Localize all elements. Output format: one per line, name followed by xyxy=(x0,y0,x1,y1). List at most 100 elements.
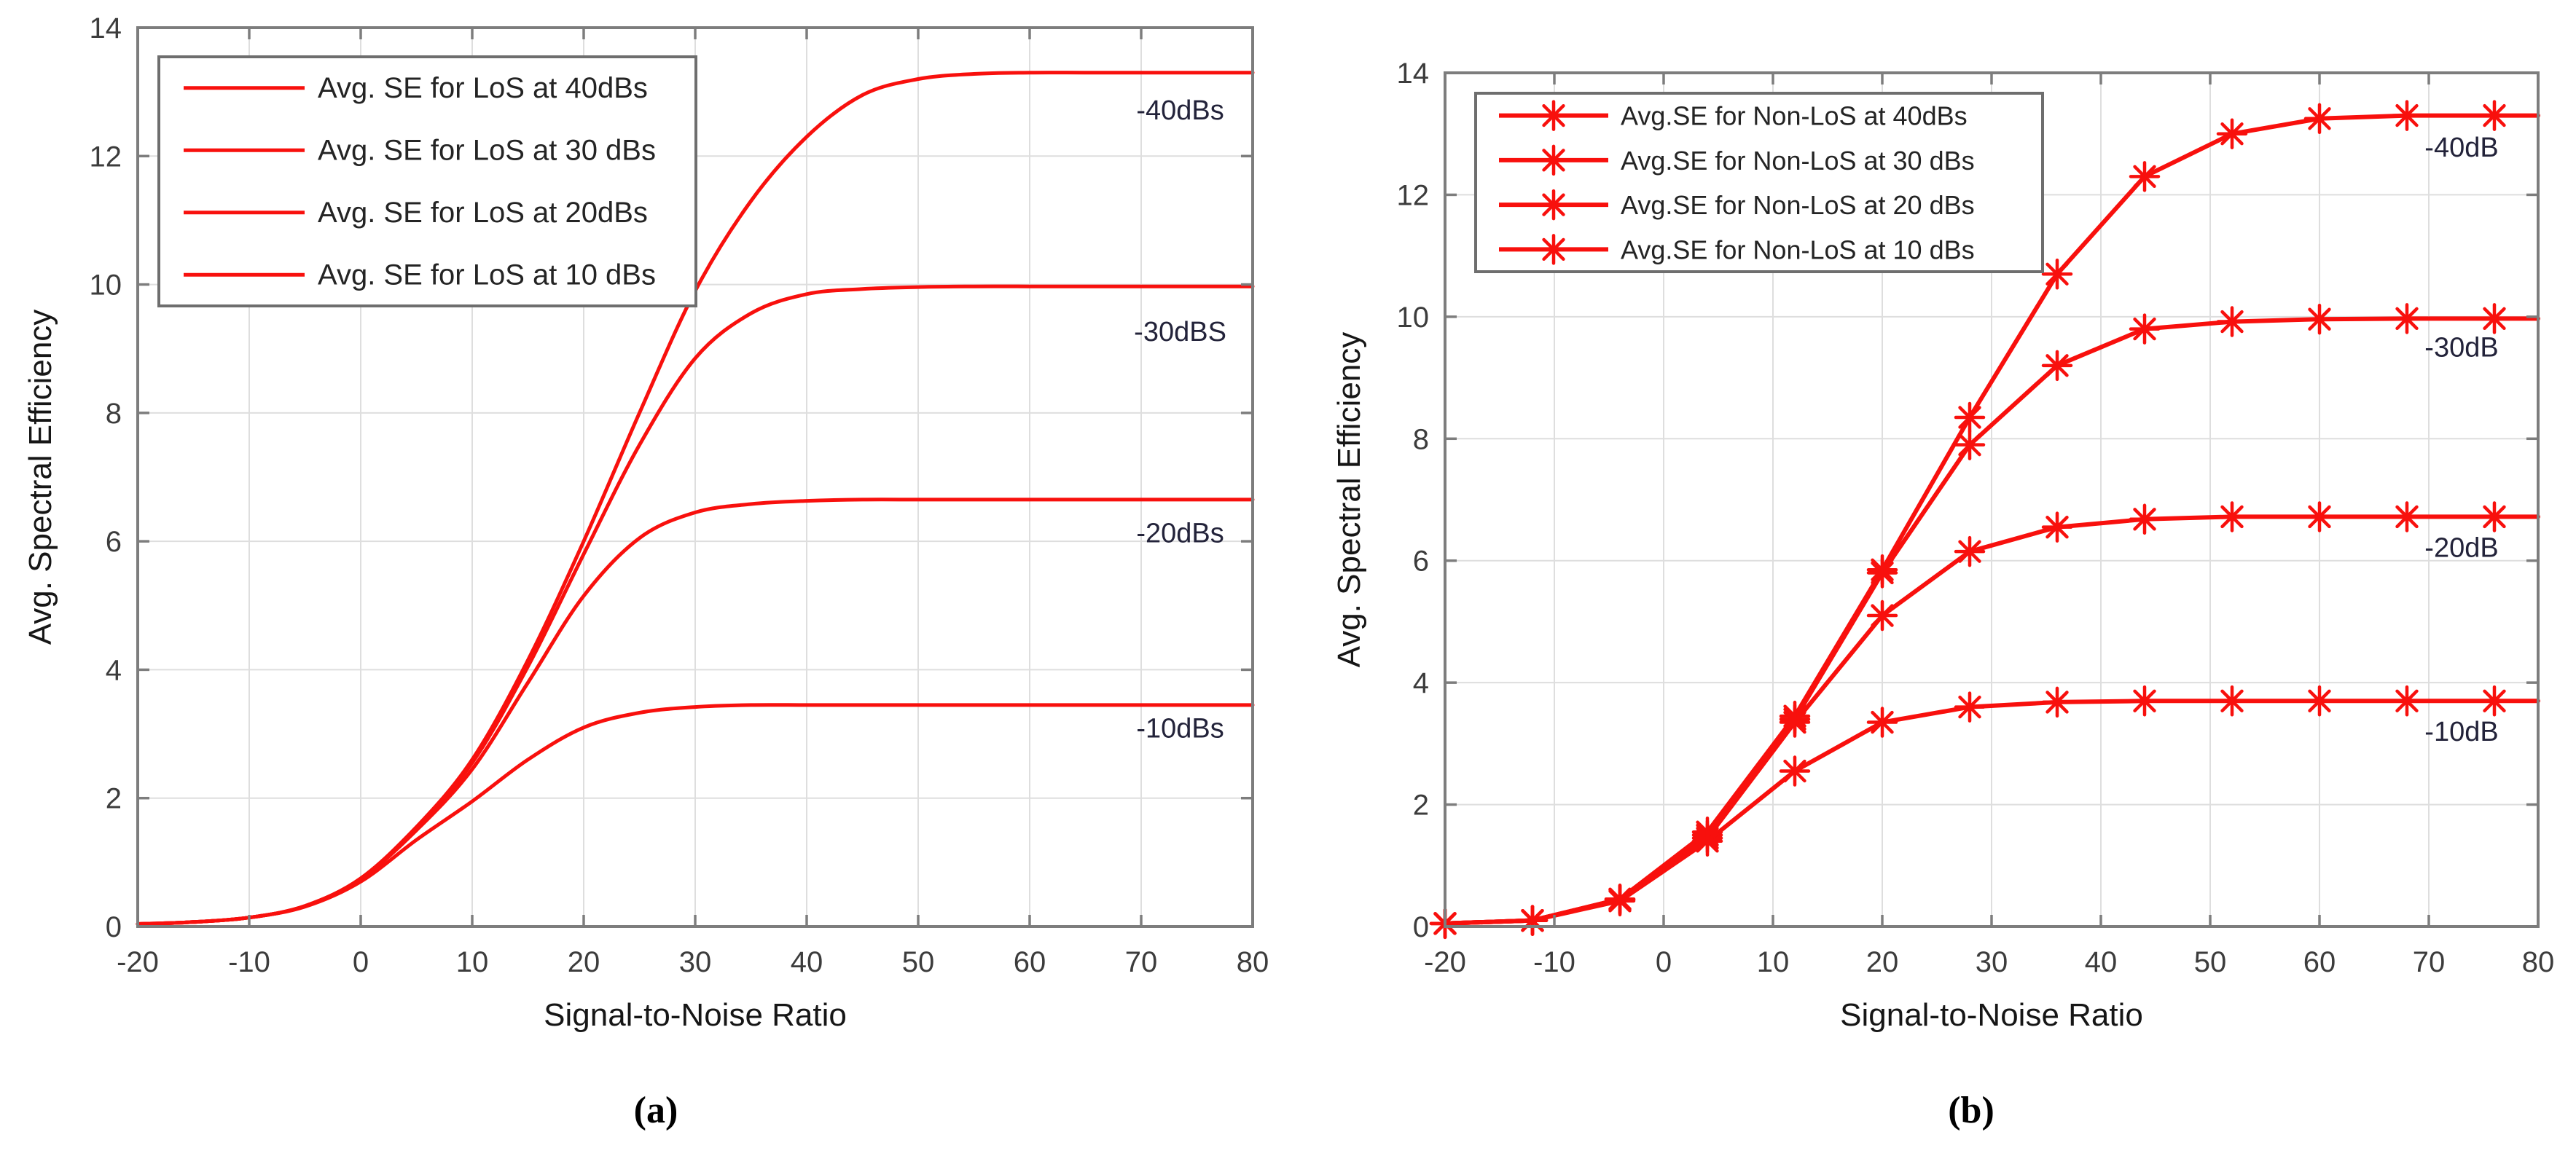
x-tick-label: 10 xyxy=(1757,946,1790,978)
annotation--40dB: -40dB xyxy=(2424,133,2498,163)
x-tick-label: 80 xyxy=(2522,946,2555,978)
series-b-1-marker xyxy=(1954,429,1986,460)
x-tick-label: -20 xyxy=(117,946,159,978)
series-b-0-marker xyxy=(2041,259,2073,290)
series-b-0-marker xyxy=(1954,401,1986,433)
series-b-3-marker xyxy=(1954,691,1986,723)
series-b-0-marker xyxy=(2129,161,2161,192)
series-b-2-marker xyxy=(2041,511,2073,543)
panel-a-annotations: -40dBs -30dBS -20dBs -10dBs xyxy=(1134,95,1226,744)
y-tick-label: 14 xyxy=(90,12,122,44)
series-b-3-marker xyxy=(1866,707,1898,738)
series-b-1-marker xyxy=(2041,350,2073,382)
panel-b-series xyxy=(1429,100,2540,940)
series-b-3-marker xyxy=(2391,685,2423,717)
series-b-3-marker xyxy=(2129,685,2161,717)
series-b-3-marker xyxy=(2216,685,2248,717)
annotation--20dBs: -20dBs xyxy=(1136,519,1224,549)
series-b-1-marker xyxy=(2216,306,2248,337)
x-tick-label: 70 xyxy=(1125,946,1158,978)
caption-panel-b: (b) xyxy=(1948,1090,1994,1131)
x-tick-label: 70 xyxy=(2413,946,2446,978)
annotation--20dB: -20dB xyxy=(2424,532,2498,563)
series-b-0-marker xyxy=(2391,100,2423,131)
legend-box-a xyxy=(157,55,697,307)
x-tick-label: 20 xyxy=(1866,946,1899,978)
panel-b-tick-labels: -20 -10 0 10 20 30 40 50 60 70 80 0 2 4 6 8 10 12 14 xyxy=(1397,58,2555,978)
series-b-0-marker xyxy=(2478,100,2510,131)
series-b-2-marker xyxy=(1779,707,1811,738)
series-b-1-marker xyxy=(2129,313,2161,345)
legend-label: Avg.SE for Non-LoS at 30 dBs xyxy=(1621,146,1975,176)
series-b-3-marker xyxy=(1779,755,1811,787)
y-tick-label: 10 xyxy=(1397,302,1430,334)
y-tick-label: 8 xyxy=(1413,423,1429,455)
x-tick-label: 50 xyxy=(2194,946,2227,978)
legend-asterisk-marker xyxy=(1538,144,1570,176)
x-tick-label: 40 xyxy=(791,946,823,978)
annotation--40dBs: -40dBs xyxy=(1136,95,1224,126)
series-b-3-marker xyxy=(1516,905,1549,936)
panel-a-series xyxy=(136,71,1255,926)
legend-label: Avg. SE for LoS at 30 dBs xyxy=(318,134,656,166)
annotation--10dB: -10dB xyxy=(2424,717,2498,747)
y-tick-label: 12 xyxy=(1397,179,1430,211)
x-tick-label: 0 xyxy=(1656,946,1672,978)
series-line-a-3 xyxy=(136,703,1255,926)
x-tick-label: 60 xyxy=(1014,946,1046,978)
y-tick-label: 6 xyxy=(1413,546,1429,578)
panel-b-legend: Avg.SE for Non-LoS at 40dBs Avg.SE for No… xyxy=(1474,92,2044,273)
y-tick-label: 4 xyxy=(1413,667,1429,699)
panel-b-grid xyxy=(1445,73,2539,927)
x-tick-label: 80 xyxy=(1237,946,1269,978)
series-b-2-marker xyxy=(2478,501,2510,532)
y-tick-label: 12 xyxy=(90,141,122,173)
x-tick-label: -10 xyxy=(1533,946,1575,978)
annotation--10dBs: -10dBs xyxy=(1136,714,1224,744)
panel-a-tick-labels: -20 -10 0 10 20 30 40 50 60 70 80 0 2 4 6 8 10 12 14 xyxy=(90,12,1269,978)
series-b-0-marker xyxy=(2303,103,2336,135)
x-tick-label: -10 xyxy=(228,946,270,978)
series-b-3-marker xyxy=(2478,685,2510,717)
x-tick-label: -20 xyxy=(1424,946,1466,978)
y-tick-label: 8 xyxy=(106,398,122,430)
x-tick-label: 60 xyxy=(2303,946,2336,978)
panel-a-ticks xyxy=(136,26,1254,928)
y-tick-label: 0 xyxy=(106,911,122,943)
legend-asterisk-marker xyxy=(1538,189,1570,221)
y-tick-label: 10 xyxy=(90,270,122,302)
y-tick-label: 14 xyxy=(1397,58,1430,90)
x-tick-label: 10 xyxy=(456,946,489,978)
series-b-2-marker xyxy=(2216,501,2248,532)
legend-asterisk-marker xyxy=(1538,100,1570,131)
x-tick-label: 40 xyxy=(2085,946,2118,978)
series-b-2-marker xyxy=(1866,599,1898,632)
panel-a: -20 -10 0 10 20 30 40 50 60 70 80 0 2 4 6 8 10 12 14 Signal… xyxy=(23,12,1269,1033)
x-tick-label: 50 xyxy=(902,946,935,978)
x-axis-label-a: Signal-to-Noise Ratio xyxy=(544,997,847,1033)
legend-box-b xyxy=(1474,92,2044,273)
series-b-3-marker xyxy=(1691,825,1723,857)
x-tick-label: 20 xyxy=(568,946,600,978)
y-tick-label: 6 xyxy=(106,526,122,558)
legend-label: Avg.SE for Non-LoS at 40dBs xyxy=(1621,101,1968,131)
x-axis-label-b: Signal-to-Noise Ratio xyxy=(1840,997,2143,1033)
series-b-1-marker xyxy=(1866,557,1898,589)
panel-b-ticks xyxy=(1444,71,2540,928)
series-b-0-marker xyxy=(2216,118,2248,149)
panel-b: -20 -10 0 10 20 30 40 50 60 70 80 0 2 4 6 8 10 12 14 Signal… xyxy=(1331,58,2554,1033)
series-b-2-marker xyxy=(2391,501,2423,532)
series-b-1-marker xyxy=(2303,303,2336,335)
legend-label: Avg. SE for LoS at 20dBs xyxy=(318,197,648,229)
panel-a-legend: Avg. SE for LoS at 40dBs Avg. SE for LoS … xyxy=(157,55,697,307)
panel-b-annotations: -40dB -30dB -20dB -10dB xyxy=(2424,133,2498,747)
y-tick-label: 2 xyxy=(1413,790,1429,822)
legend-label: Avg.SE for Non-LoS at 10 dBs xyxy=(1621,235,1975,264)
series-b-1-marker xyxy=(2478,303,2510,334)
series-b-3-marker xyxy=(1604,885,1636,917)
y-tick-label: 2 xyxy=(106,783,122,815)
x-tick-label: 30 xyxy=(1976,946,2008,978)
legend-label: Avg. SE for LoS at 40dBs xyxy=(318,72,648,104)
